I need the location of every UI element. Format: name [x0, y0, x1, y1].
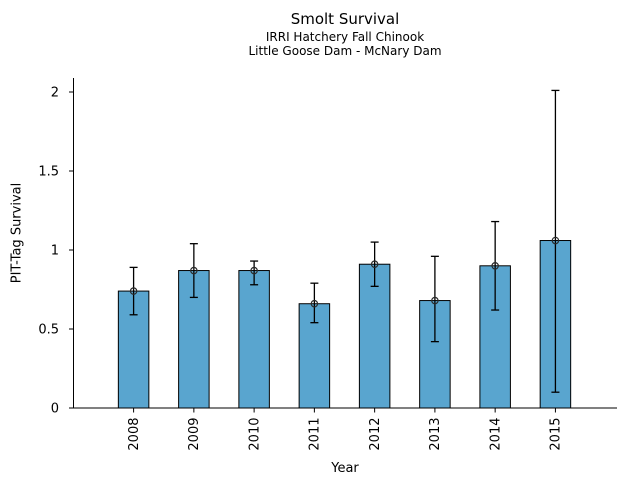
- bar-2012: [358, 263, 391, 409]
- y-tick-label-1.5: 1.5: [38, 165, 59, 180]
- x-tick-label-2009: 2009: [187, 418, 202, 451]
- chart-subtitle-line2: Little Goose Dam - McNary Dam: [248, 44, 442, 58]
- x-tick-label-2011: 2011: [308, 418, 323, 451]
- x-tick-label-2010: 2010: [247, 418, 262, 451]
- axes-spines: [73, 78, 617, 409]
- x-tick-label-2012: 2012: [368, 418, 383, 451]
- y-tick-label-0: 0: [51, 402, 59, 417]
- x-tick-label-2014: 2014: [488, 418, 503, 451]
- y-tick-label-0.5: 0.5: [38, 323, 59, 338]
- marker-2009: [190, 266, 198, 275]
- marker-2008: [129, 287, 138, 295]
- y-tick-label-2: 2: [51, 86, 59, 101]
- marker-2011: [310, 299, 319, 308]
- chart-title: Smolt Survival: [290, 10, 400, 28]
- x-tick-label-2013: 2013: [428, 418, 443, 451]
- marker-2013: [431, 296, 439, 305]
- x-axis-label: Year: [331, 461, 359, 476]
- chart-subtitle-line1: IRRI Hatchery Fall Chinook: [265, 30, 425, 44]
- marker-2010: [250, 266, 258, 275]
- x-tick-label-2008: 2008: [127, 418, 142, 451]
- bar-2010: [238, 270, 270, 409]
- marker-2012: [370, 260, 379, 269]
- x-tick-label-2015: 2015: [549, 418, 564, 451]
- y-tick-label-1: 1: [51, 244, 59, 259]
- marker-2014: [491, 261, 499, 270]
- marker-2015: [551, 236, 560, 245]
